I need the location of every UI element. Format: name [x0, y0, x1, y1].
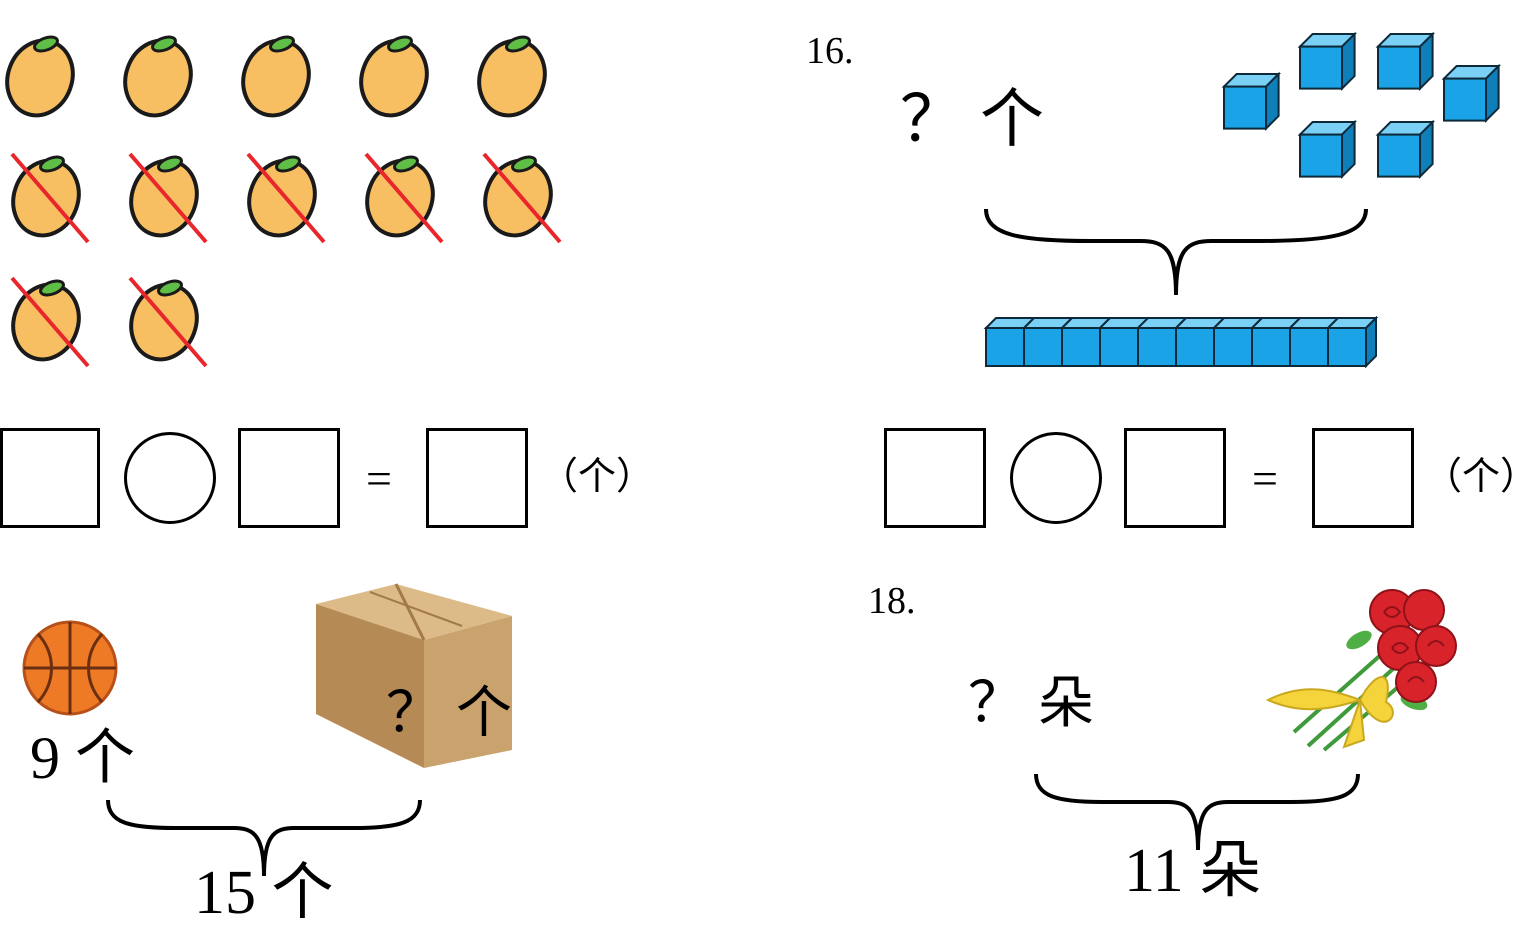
- brace: [106, 799, 422, 877]
- box-count-label: ？ 个: [386, 683, 512, 745]
- answer-box-2[interactable]: [238, 428, 340, 528]
- cross-mark: [246, 152, 326, 244]
- lemon-icon: [10, 276, 90, 368]
- unit-label: （个）: [540, 456, 655, 498]
- rod-cube: [1249, 317, 1303, 367]
- equals-sign: =: [1252, 453, 1278, 504]
- question-number: 16.: [806, 30, 854, 72]
- rod-cube: [1021, 317, 1075, 367]
- rod-end: [1365, 315, 1377, 369]
- question-number: 18.: [868, 580, 916, 622]
- answer-box-1[interactable]: [0, 428, 100, 528]
- rod-cube: [1287, 317, 1341, 367]
- cube-icon: [1297, 31, 1358, 92]
- total-label: 11 朵: [1124, 837, 1262, 905]
- brace: [1034, 773, 1360, 851]
- lemon-grid: [5, 35, 562, 368]
- lemon-icon: [123, 35, 193, 118]
- unit-label: （个）: [1424, 456, 1536, 498]
- cross-mark: [482, 152, 562, 244]
- cube-icon: [1221, 71, 1282, 132]
- lemon-icon: [364, 152, 444, 244]
- lemon-icon: [482, 152, 562, 244]
- question-label: ？ 朵: [968, 673, 1094, 735]
- operator-circle[interactable]: [1010, 432, 1102, 524]
- cross-mark: [10, 276, 90, 368]
- ball-count-label: 9 个: [30, 725, 135, 791]
- lemon-icon: [128, 152, 208, 244]
- question-label: ？ 个: [900, 84, 1044, 155]
- lemon-icon: [477, 35, 547, 118]
- brace: [984, 208, 1368, 296]
- cross-mark: [364, 152, 444, 244]
- rod-cube: [983, 317, 1037, 367]
- answer-box-2[interactable]: [1124, 428, 1226, 528]
- cube-icon: [1441, 63, 1502, 124]
- basketball-icon: [22, 620, 118, 716]
- lemon-icon: [359, 35, 429, 118]
- cross-mark: [128, 152, 208, 244]
- cross-mark: [10, 152, 90, 244]
- answer-box-3[interactable]: [1312, 428, 1414, 528]
- answer-box-3[interactable]: [426, 428, 528, 528]
- lemon-icon: [246, 152, 326, 244]
- rose-bouquet-icon: [1265, 589, 1457, 752]
- cube-icon: [1375, 31, 1436, 92]
- lemon-icon: [128, 276, 208, 368]
- cross-mark: [128, 276, 208, 368]
- answer-box-1[interactable]: [884, 428, 986, 528]
- loose-cubes: [1221, 31, 1502, 180]
- cube-icon: [1375, 119, 1436, 180]
- lemon-icon: [10, 152, 90, 244]
- lemon-icon: [241, 35, 311, 118]
- operator-circle[interactable]: [124, 432, 216, 524]
- total-label: 15 个: [194, 859, 334, 927]
- lemon-icon: [5, 35, 75, 118]
- equals-sign: =: [366, 453, 392, 504]
- ten-cube-rod: [983, 315, 1379, 369]
- cube-icon: [1297, 119, 1358, 180]
- box-icon: [316, 583, 512, 768]
